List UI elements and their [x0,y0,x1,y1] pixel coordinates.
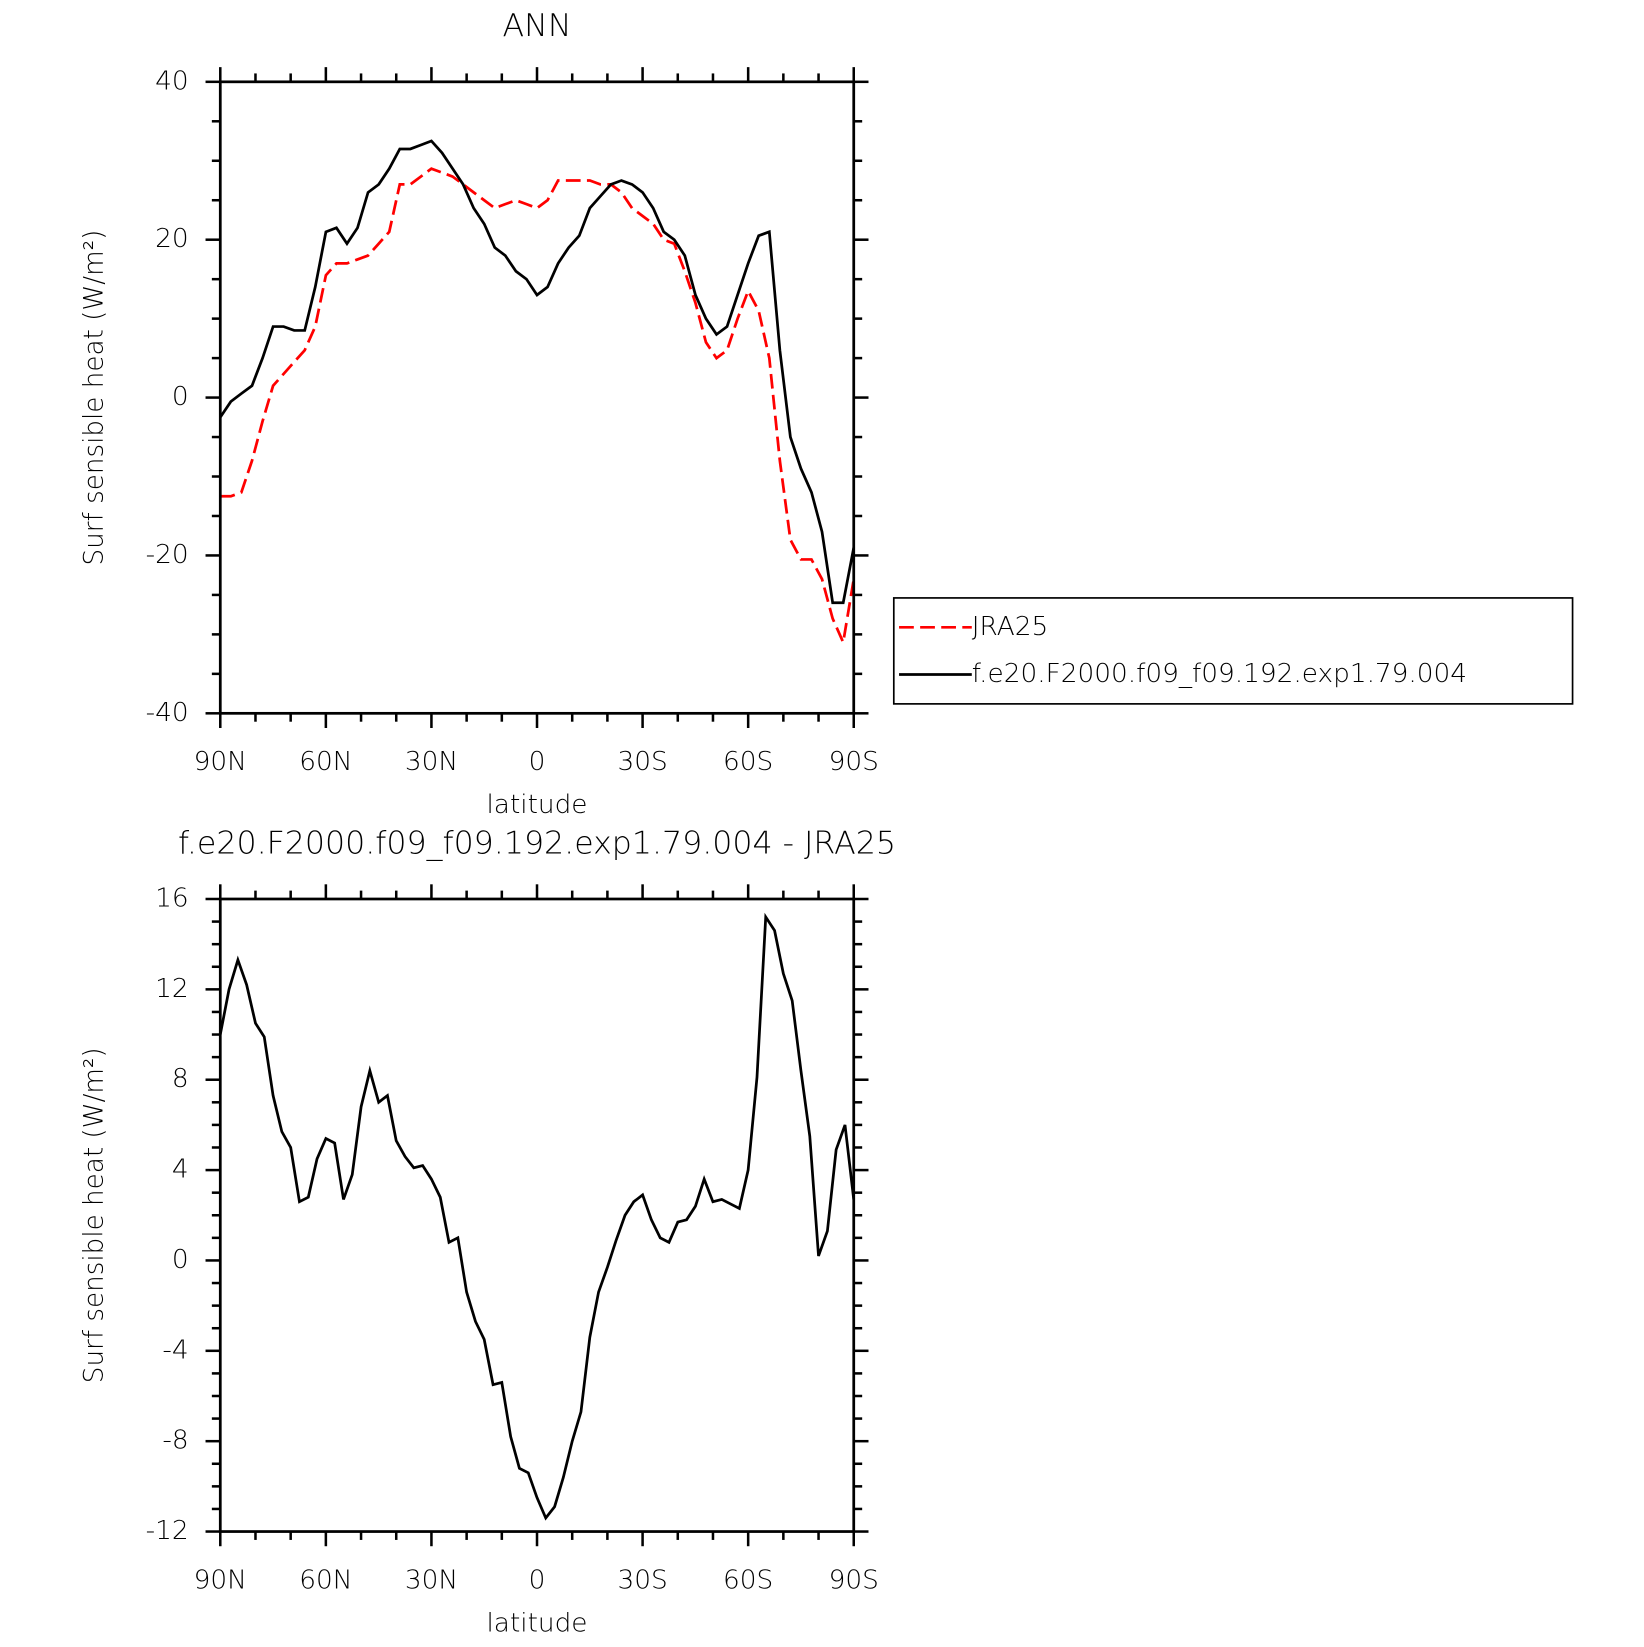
legend-box [892,597,1574,705]
legend-label: JRA25 [972,612,1049,642]
x-tick-label: 30S [617,747,667,777]
x-tick-label: 0 [529,1565,546,1595]
x-tick-label: 60N [299,1565,352,1595]
x-tick-label: 60S [723,1565,773,1595]
y-tick-label: 12 [155,974,189,1004]
x-tick-label: 30S [617,1565,667,1595]
x-axis-label: latitude [487,790,588,820]
y-tick-label: 20 [155,224,189,254]
x-tick-label: 90S [829,1565,879,1595]
y-tick-label: 8 [172,1064,189,1094]
x-tick-label: 90N [194,1565,247,1595]
x-tick-label: 30N [405,1565,458,1595]
x-tick-label: 90N [194,747,247,777]
y-tick-label: -4 [162,1335,188,1365]
x-tick-label: 60N [299,747,352,777]
x-axis-label: latitude [487,1608,588,1638]
y-tick-label: 4 [172,1155,189,1185]
y-axis-label: Surf sensible heat (W/m²) [79,1047,109,1383]
x-tick-label: 60S [723,747,773,777]
legend-label: f.e20.F2000.f09_f09.192.exp1.79.004 [972,659,1467,689]
data-line [220,167,856,648]
y-tick-label: -40 [146,698,189,728]
y-tick-label: 16 [155,884,189,914]
x-tick-label: 90S [829,747,879,777]
y-tick-label: -20 [146,540,189,570]
x-tick-label: 0 [529,747,546,777]
y-tick-label: 0 [172,382,189,412]
y-tick-label: -12 [146,1516,189,1546]
data-line [218,912,856,1521]
y-tick-label: 0 [172,1245,189,1275]
y-tick-label: 40 [155,66,189,96]
chart-title: f.e20.F2000.f09_f09.192.exp1.79.004 - JR… [178,825,896,861]
data-line [219,139,856,605]
y-tick-label: -8 [162,1426,188,1456]
y-axis-label: Surf sensible heat (W/m²) [79,230,109,566]
chart-title: ANN [503,8,572,44]
x-tick-label: 30N [405,747,458,777]
